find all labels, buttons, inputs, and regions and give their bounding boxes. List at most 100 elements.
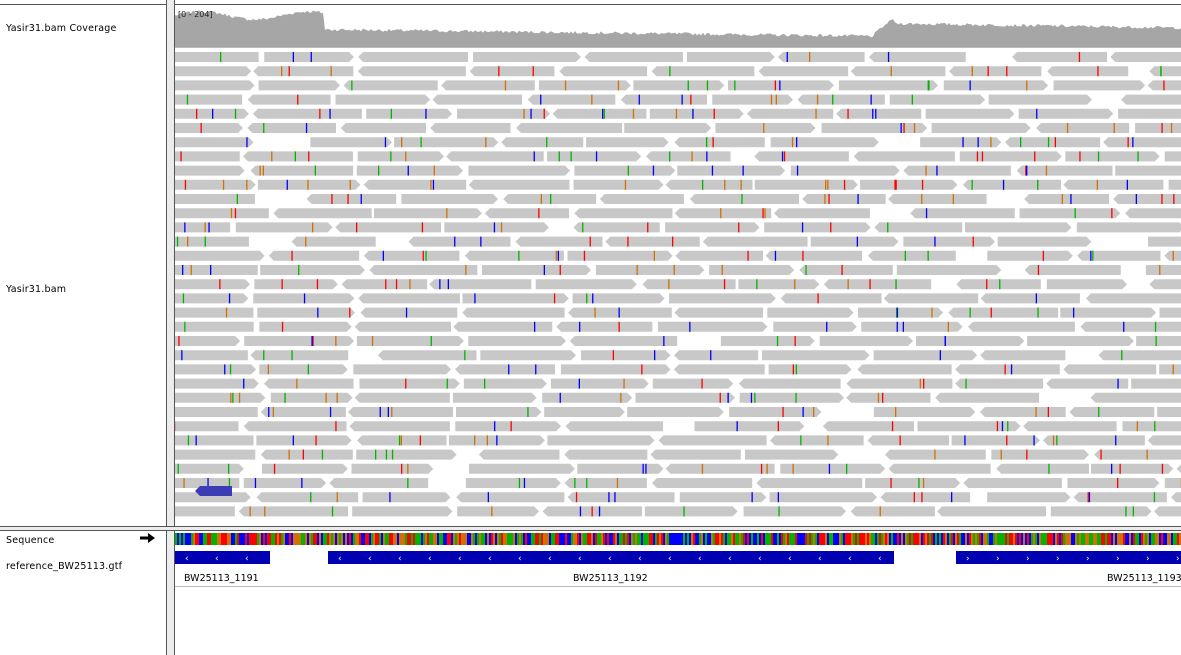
base-mark [611, 533, 613, 545]
mismatch-mark [296, 378, 298, 389]
mismatch-mark [689, 321, 691, 332]
aligned-read [468, 336, 567, 346]
mismatch-mark [491, 506, 493, 517]
mismatch-mark [523, 108, 525, 119]
aligned-read [358, 52, 469, 62]
coverage-track[interactable] [175, 5, 1181, 47]
aligned-read [343, 80, 438, 91]
aligned-read [635, 392, 736, 403]
mismatch-mark [786, 52, 788, 62]
base-mark [261, 533, 263, 545]
aligned-read [962, 179, 1061, 190]
annotation-track-name[interactable]: reference_BW25113.gtf [6, 561, 123, 572]
aligned-read [860, 179, 958, 190]
mismatch-mark [401, 137, 403, 148]
alignment-track[interactable] [175, 48, 1181, 526]
mismatch-mark [816, 94, 819, 105]
base-mark [939, 533, 941, 545]
mismatch-mark [400, 435, 402, 446]
sequence-track-name[interactable]: Sequence [6, 535, 55, 546]
mismatch-mark [582, 222, 584, 233]
mismatch-mark [347, 194, 349, 204]
mismatch-mark [329, 108, 331, 119]
aligned-read [572, 293, 665, 304]
base-mark [955, 533, 957, 545]
right-arrow-icon[interactable] [140, 532, 156, 544]
mismatch-mark [827, 179, 829, 190]
aligned-read [515, 236, 603, 247]
base-mark [835, 533, 837, 545]
mismatch-mark [1047, 407, 1049, 417]
base-mark [859, 533, 861, 545]
aligned-read [780, 293, 882, 304]
mismatch-mark [990, 307, 992, 318]
base-mark [211, 533, 213, 545]
mismatch-mark [1078, 52, 1081, 62]
base-mark [245, 533, 247, 545]
base-mark [439, 533, 441, 545]
base-mark [807, 533, 809, 545]
base-mark [925, 533, 927, 545]
aligned-read [861, 321, 963, 332]
strand-arrow-icon: ‹ [368, 554, 372, 564]
gene-feature-track[interactable]: ‹ ‹ ‹ ‹ ‹ ‹ ‹ ‹ ‹ ‹ ‹ ‹ ‹ ‹ ‹ ‹ ‹ ‹ ‹ ‹ ‹ ‹ › › › › › › › › [175, 550, 1181, 566]
mismatch-mark [184, 321, 186, 332]
mismatch-mark [535, 364, 537, 375]
base-mark [407, 533, 409, 545]
mismatch-mark [1100, 449, 1102, 460]
mismatch-mark [425, 108, 427, 119]
base-mark [181, 533, 183, 545]
aligned-read [790, 165, 900, 176]
base-mark [647, 533, 649, 545]
mismatch-mark [690, 94, 692, 105]
coverage-track-name[interactable]: Yasir31.bam Coverage [6, 23, 117, 34]
base-mark [219, 533, 221, 545]
mismatch-mark [302, 449, 304, 460]
base-mark [415, 533, 417, 545]
base-mark [365, 533, 367, 545]
base-mark [1101, 533, 1103, 545]
aligned-read [702, 236, 808, 247]
mismatch-mark [405, 151, 407, 162]
mismatch-mark [624, 179, 627, 190]
mismatch-mark [828, 194, 830, 204]
base-mark [441, 533, 443, 545]
aligned-read [369, 265, 478, 275]
mismatch-mark [770, 94, 773, 105]
mismatch-mark [841, 265, 843, 275]
base-mark [327, 533, 329, 545]
base-mark [459, 533, 461, 545]
mismatch-mark [190, 265, 192, 275]
aligned-read [715, 123, 816, 133]
aligned-read [463, 378, 547, 389]
mismatch-mark [336, 392, 338, 403]
aligned-read [542, 392, 633, 403]
base-mark [1143, 533, 1145, 545]
base-mark [497, 533, 499, 545]
aligned-read [351, 463, 434, 474]
base-mark [453, 533, 455, 545]
base-mark [1111, 533, 1113, 545]
base-mark [335, 533, 337, 545]
mismatch-mark [762, 208, 764, 219]
base-mark [751, 533, 753, 545]
base-mark [481, 533, 483, 545]
reads-track-name[interactable]: Yasir31.bam [6, 284, 67, 295]
aligned-read [959, 151, 1062, 162]
mismatch-mark [1113, 123, 1115, 133]
mismatch-mark [922, 478, 925, 488]
aligned-read [238, 506, 349, 517]
name-panel-divider[interactable] [166, 0, 175, 655]
sequence-track[interactable] [175, 533, 1181, 545]
base-mark [605, 533, 607, 545]
base-mark [661, 533, 663, 545]
mismatch-mark [421, 222, 424, 233]
panel-divider[interactable] [0, 526, 1181, 531]
base-mark [823, 533, 825, 545]
mismatch-mark [360, 194, 362, 204]
base-mark [643, 533, 645, 545]
aligned-read [341, 279, 428, 290]
aligned-read [850, 66, 946, 77]
aligned-read [802, 194, 886, 204]
mismatch-mark [382, 250, 384, 261]
